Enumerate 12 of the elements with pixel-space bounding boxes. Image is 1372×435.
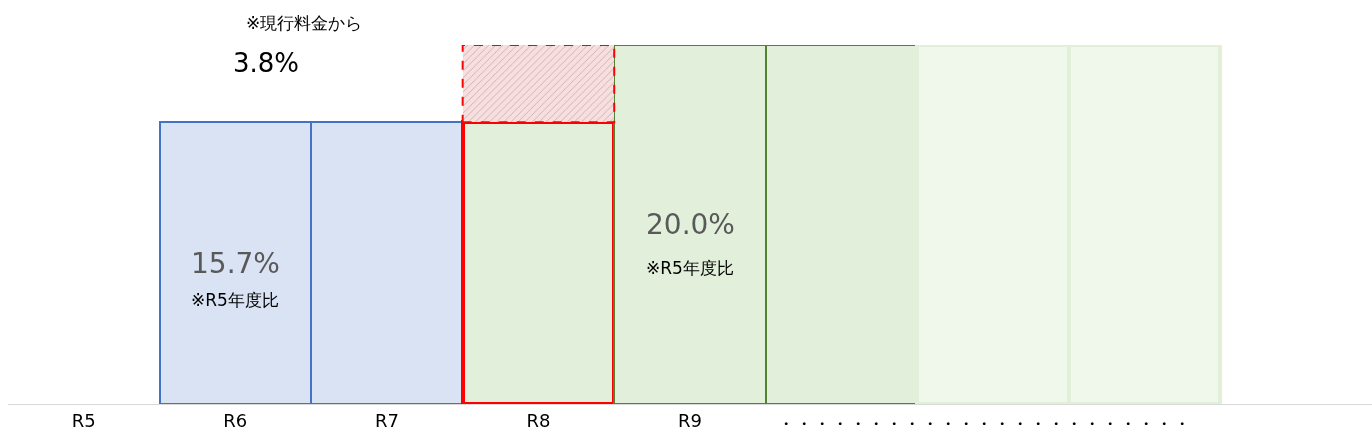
x-tick-label: R6 [223,409,248,431]
x-tick-label: R8 [526,409,551,431]
x-tick-label: R5 [71,409,96,431]
annotation: ※R5年度比 [191,290,279,310]
annotation: 15.7% [191,247,280,280]
annotation: 20.0% [646,208,735,241]
text: ※現行料金から [246,13,363,33]
annotation: 3.8% [233,48,300,78]
text: ・・・・・・・・・・・・・・・・・・・・・・・ [777,413,1191,434]
x-tick-label: R9 [678,409,702,431]
annotation: ※R5年度比 [646,258,734,278]
x-tick-label: R7 [374,409,399,431]
